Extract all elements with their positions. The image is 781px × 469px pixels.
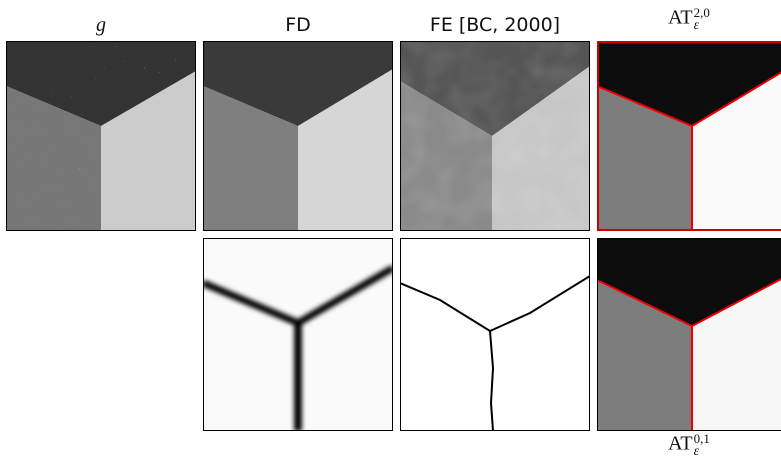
label-g: g xyxy=(6,14,196,37)
image xyxy=(597,41,781,231)
image-fe-edge xyxy=(400,238,590,431)
image xyxy=(597,238,781,431)
image-at01 xyxy=(597,238,781,431)
label-base: AT xyxy=(668,433,692,455)
image-g xyxy=(6,41,196,231)
image-fd-edge xyxy=(203,238,393,431)
label-sub: ε xyxy=(694,445,710,458)
image xyxy=(203,41,393,231)
image-fd xyxy=(203,41,393,231)
label-fe: FE [BC, 2000] xyxy=(400,14,590,36)
image xyxy=(203,238,393,431)
image-at20 xyxy=(597,41,781,231)
image xyxy=(400,238,590,431)
image xyxy=(400,41,590,231)
label-base: AT xyxy=(668,7,692,29)
figure: g FD FE [BC, 2000] AT2,0ε AT0,1ε xyxy=(0,0,781,469)
image-fe xyxy=(400,41,590,231)
label-fd: FD xyxy=(203,14,393,36)
image xyxy=(6,41,196,231)
label-sub: ε xyxy=(694,19,710,32)
